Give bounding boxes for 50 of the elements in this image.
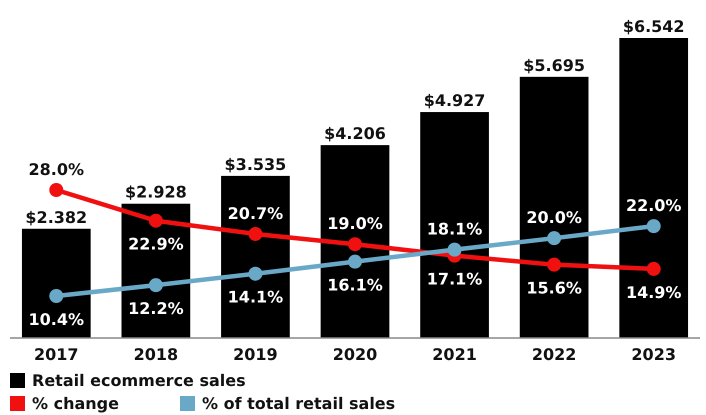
data-label: 28.0% (28, 160, 84, 179)
point (248, 226, 262, 241)
bar (619, 38, 688, 338)
data-label: 10.4% (28, 310, 84, 329)
data-label: $2.382 (25, 208, 88, 227)
data-label: 18.1% (426, 220, 482, 239)
legend-label: % change (32, 394, 120, 413)
data-label: $2.928 (124, 182, 187, 202)
data-label: 17.1% (426, 270, 482, 289)
x-tick-label: 2020 (332, 345, 378, 364)
data-label: $5.695 (523, 56, 586, 75)
bar (520, 76, 588, 338)
data-label: 20.0% (526, 208, 582, 228)
data-label: $6.542 (622, 17, 685, 36)
point (547, 231, 562, 246)
legend-label: % of total retail sales (202, 394, 396, 413)
data-label: 16.1% (327, 276, 383, 295)
bar (320, 145, 390, 338)
point (448, 242, 462, 257)
data-label: 19.0% (327, 214, 383, 234)
data-label: 15.6% (526, 278, 582, 298)
data-label: $4.927 (424, 91, 486, 110)
x-tick-label: 2018 (134, 345, 178, 364)
data-label: 12.2% (128, 299, 184, 318)
x-tick-label: 2021 (432, 345, 477, 364)
point (348, 237, 362, 252)
point (148, 278, 163, 292)
point (348, 254, 362, 269)
point (49, 183, 64, 197)
data-label: 20.7% (228, 204, 284, 223)
data-label: $3.535 (224, 154, 286, 174)
data-label: 14.1% (228, 288, 284, 307)
point (547, 258, 562, 272)
legend-label: Retail ecommerce sales (32, 371, 246, 390)
point (49, 289, 64, 303)
point (148, 214, 163, 228)
data-label: 22.9% (128, 234, 184, 254)
x-tick-label: 2022 (532, 345, 576, 364)
x-tick-label: 2017 (34, 345, 79, 364)
point (646, 219, 661, 234)
bar (22, 228, 91, 338)
bar (221, 176, 290, 338)
x-tick-label: 2023 (631, 345, 676, 364)
point (646, 262, 661, 276)
bar (420, 112, 489, 338)
x-tick-label: 2019 (233, 345, 278, 364)
data-label: 22.0% (626, 196, 682, 216)
data-label: $4.206 (324, 124, 386, 144)
data-label: 14.9% (626, 282, 682, 302)
point (248, 266, 262, 281)
